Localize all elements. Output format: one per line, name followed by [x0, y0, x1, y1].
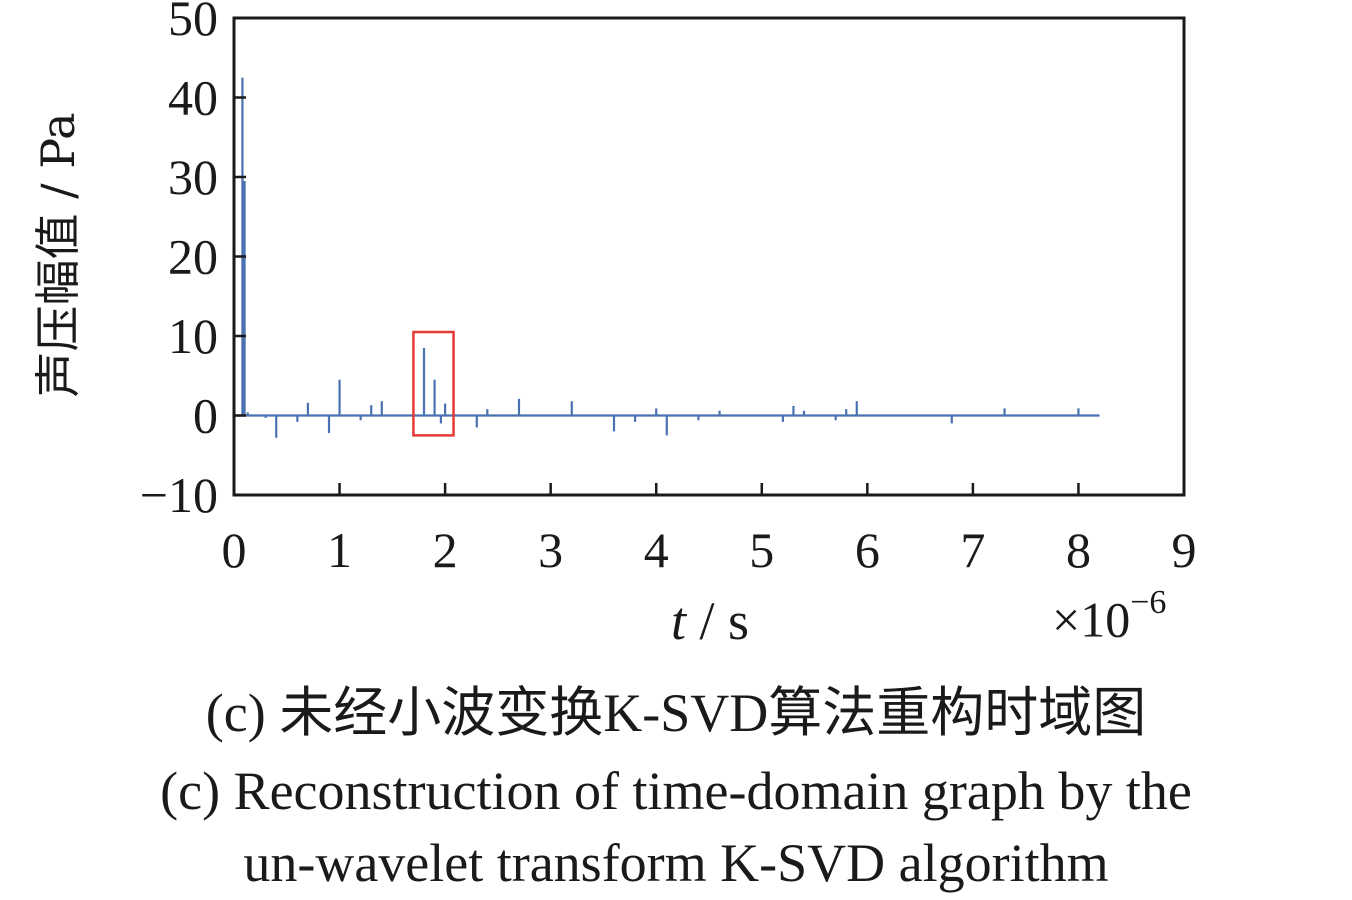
x-axis-label: t / s [600, 590, 820, 652]
x-tick-label-0: 0 [222, 522, 247, 578]
plot-frame [232, 16, 1186, 497]
y-tick-label-4: 30 [168, 149, 218, 205]
y-axis-label: 声压幅值 / Pa [31, 112, 85, 397]
x-tick-label-3: 3 [538, 522, 563, 578]
x-tick-label-4: 4 [644, 522, 669, 578]
y-tick-label-5: 40 [168, 70, 218, 126]
x-tick-label-7: 7 [960, 522, 985, 578]
x-tick-label-1: 1 [327, 522, 352, 578]
x-tick-label-5: 5 [749, 522, 774, 578]
x-multiplier-base: ×10 [1052, 591, 1131, 648]
x-tick-label-6: 6 [855, 522, 880, 578]
x-tick-label-2: 2 [433, 522, 458, 578]
y-tick-label-2: 10 [168, 308, 218, 364]
y-tick-label-0: −10 [140, 467, 218, 523]
caption-english-line1: (c) Reconstruction of time-domain graph … [160, 761, 1192, 821]
y-tick-label-1: 0 [193, 388, 218, 444]
x-axis-variable: t [670, 591, 686, 651]
caption-chinese: (c) 未经小波变换K-SVD算法重构时域图 [205, 683, 1147, 743]
highlight-box [412, 330, 455, 437]
plot-content [234, 77, 1100, 438]
y-axis-label-text: 声压幅值 / Pa [31, 112, 85, 397]
x-tick-label-8: 8 [1066, 522, 1091, 578]
x-tick-label-9: 9 [1172, 522, 1197, 578]
x-axis-multiplier: ×10−6 [1052, 584, 1166, 649]
y-tick-label-6: 50 [168, 0, 218, 46]
x-multiplier-exponent: −6 [1130, 584, 1167, 621]
x-axis-unit: / s [699, 591, 750, 651]
caption-english-line2: un-wavelet transform K-SVD algorithm [243, 833, 1109, 893]
y-tick-label-3: 20 [168, 229, 218, 285]
